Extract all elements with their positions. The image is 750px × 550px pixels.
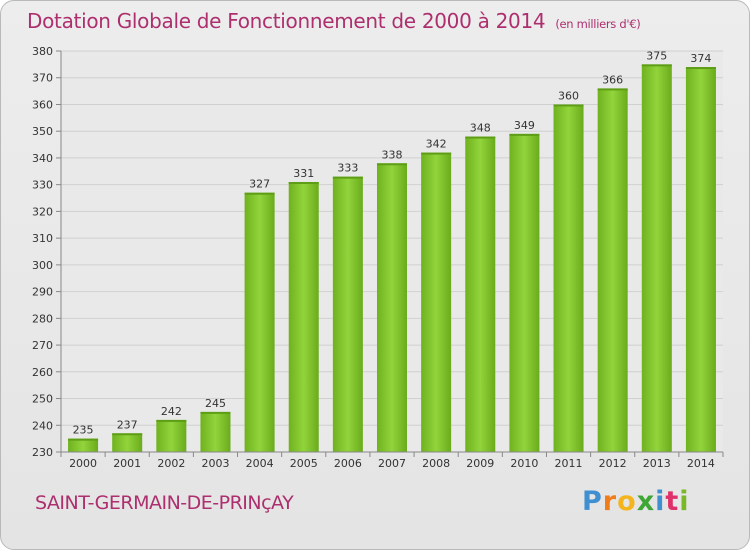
logo-letter: P bbox=[582, 486, 603, 517]
data-label: 366 bbox=[602, 73, 623, 86]
bar-top-edge bbox=[288, 181, 319, 184]
bars: 235 237 242 245 327 331 333 338 342 348 349 360 366 3… bbox=[68, 49, 716, 453]
bar-top-edge bbox=[156, 419, 187, 422]
bar-top-edge bbox=[376, 163, 408, 166]
bar bbox=[200, 411, 231, 452]
logo-letter: i bbox=[679, 486, 690, 517]
x-tick-label: 2009 bbox=[466, 457, 494, 470]
y-tick-label: 340 bbox=[32, 152, 53, 165]
x-tick-label: 2010 bbox=[510, 457, 538, 470]
bar bbox=[112, 433, 143, 452]
commune-name: SAINT-GERMAIN-DE-PRINçAY bbox=[35, 492, 294, 514]
bar bbox=[244, 192, 275, 453]
data-label: 333 bbox=[337, 162, 358, 175]
bar bbox=[288, 181, 319, 452]
data-label: 245 bbox=[205, 397, 226, 410]
y-tick-label: 380 bbox=[32, 45, 53, 58]
logo-letter: t bbox=[665, 486, 680, 517]
data-label: 348 bbox=[470, 122, 491, 135]
bar-top-edge bbox=[200, 411, 231, 414]
x-tick-label: 2014 bbox=[687, 457, 715, 470]
y-tick-label: 230 bbox=[32, 446, 53, 459]
logo-letter: o bbox=[617, 486, 637, 517]
x-tick-label: 2008 bbox=[422, 457, 450, 470]
bar-top-edge bbox=[465, 136, 496, 139]
y-tick-label: 320 bbox=[32, 205, 53, 218]
x-tick-label: 2003 bbox=[201, 457, 229, 470]
proxiti-logo[interactable]: Proxiti bbox=[582, 486, 690, 517]
data-label: 360 bbox=[558, 89, 579, 102]
y-tick-label: 360 bbox=[32, 98, 53, 111]
bar bbox=[376, 163, 408, 452]
bar bbox=[421, 152, 452, 452]
bar bbox=[68, 438, 99, 452]
x-tick-label: 2002 bbox=[157, 457, 185, 470]
x-tick-label: 2001 bbox=[113, 457, 141, 470]
bar bbox=[685, 67, 716, 452]
bar bbox=[465, 136, 496, 452]
x-tick-label: 2005 bbox=[290, 457, 318, 470]
data-label: 331 bbox=[293, 167, 314, 180]
data-label: 327 bbox=[249, 178, 270, 191]
bar-top-edge bbox=[332, 176, 363, 179]
data-label: 237 bbox=[117, 418, 138, 431]
bar bbox=[597, 88, 628, 452]
data-label: 349 bbox=[514, 119, 535, 132]
chart-subtitle: (en milliers d'€) bbox=[555, 17, 641, 31]
y-tick-label: 270 bbox=[32, 339, 53, 352]
y-tick-label: 250 bbox=[32, 393, 53, 406]
x-tick-label: 2006 bbox=[334, 457, 362, 470]
bar bbox=[509, 133, 540, 452]
bar bbox=[641, 64, 672, 452]
logo-letter: r bbox=[602, 486, 618, 517]
axes: 230 240 250 260 270 280 290 300 310 320 330 340 350 3… bbox=[32, 45, 724, 470]
bar bbox=[553, 104, 584, 452]
bar-top-edge bbox=[421, 152, 452, 155]
data-label: 242 bbox=[161, 405, 182, 418]
bar-top-edge bbox=[244, 192, 275, 195]
data-label: 375 bbox=[646, 49, 667, 62]
y-tick-label: 310 bbox=[32, 232, 53, 245]
x-tick-label: 2000 bbox=[69, 457, 97, 470]
bar bbox=[156, 419, 187, 452]
x-tick-label: 2007 bbox=[378, 457, 406, 470]
y-tick-label: 280 bbox=[32, 312, 53, 325]
x-tick-label: 2004 bbox=[246, 457, 274, 470]
logo-letter: i bbox=[655, 486, 666, 517]
data-label: 235 bbox=[73, 424, 94, 437]
bar-top-edge bbox=[641, 64, 672, 67]
data-label: 342 bbox=[426, 138, 447, 151]
x-tick-label: 2011 bbox=[555, 457, 583, 470]
y-tick-label: 240 bbox=[32, 419, 53, 432]
chart-title: Dotation Globale de Fonctionnement de 20… bbox=[27, 9, 641, 33]
y-tick-label: 350 bbox=[32, 125, 53, 138]
bar-top-edge bbox=[112, 433, 143, 436]
y-tick-label: 260 bbox=[32, 366, 53, 379]
bar-top-edge bbox=[553, 104, 584, 107]
bar-top-edge bbox=[685, 67, 716, 70]
chart-title-text: Dotation Globale de Fonctionnement de 20… bbox=[27, 9, 546, 33]
y-tick-label: 370 bbox=[32, 72, 53, 85]
x-tick-label: 2013 bbox=[643, 457, 671, 470]
bar-top-edge bbox=[509, 133, 540, 136]
y-tick-label: 290 bbox=[32, 286, 53, 299]
bar bbox=[332, 176, 363, 452]
bar-top-edge bbox=[597, 88, 628, 91]
bar-top-edge bbox=[68, 438, 99, 441]
y-tick-label: 300 bbox=[32, 259, 53, 272]
data-label: 374 bbox=[690, 52, 711, 65]
logo-letter: x bbox=[636, 486, 656, 517]
data-label: 338 bbox=[382, 148, 403, 161]
y-tick-label: 330 bbox=[32, 179, 53, 192]
x-tick-label: 2012 bbox=[599, 457, 627, 470]
